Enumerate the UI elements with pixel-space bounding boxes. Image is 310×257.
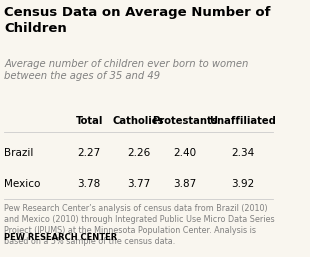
- Text: 3.78: 3.78: [78, 179, 101, 189]
- Text: Protestants: Protestants: [153, 116, 218, 126]
- Text: 2.27: 2.27: [78, 148, 101, 158]
- Text: 3.87: 3.87: [174, 179, 197, 189]
- Text: 3.77: 3.77: [127, 179, 150, 189]
- Text: Census Data on Average Number of
Children: Census Data on Average Number of Childre…: [4, 6, 271, 35]
- Text: PEW RESEARCH CENTER: PEW RESEARCH CENTER: [4, 233, 117, 242]
- Text: Average number of children ever born to women
between the ages of 35 and 49: Average number of children ever born to …: [4, 59, 249, 81]
- Text: 2.34: 2.34: [231, 148, 255, 158]
- Text: 2.26: 2.26: [127, 148, 150, 158]
- Text: Brazil: Brazil: [4, 148, 33, 158]
- Text: Unaffiliated: Unaffiliated: [210, 116, 276, 126]
- Text: Pew Research Center’s analysis of census data from Brazil (2010)
and Mexico (201: Pew Research Center’s analysis of census…: [4, 204, 275, 246]
- Text: 2.40: 2.40: [174, 148, 197, 158]
- Text: Catholics: Catholics: [113, 116, 164, 126]
- Text: 3.92: 3.92: [231, 179, 255, 189]
- Text: Total: Total: [76, 116, 103, 126]
- Text: Mexico: Mexico: [4, 179, 41, 189]
